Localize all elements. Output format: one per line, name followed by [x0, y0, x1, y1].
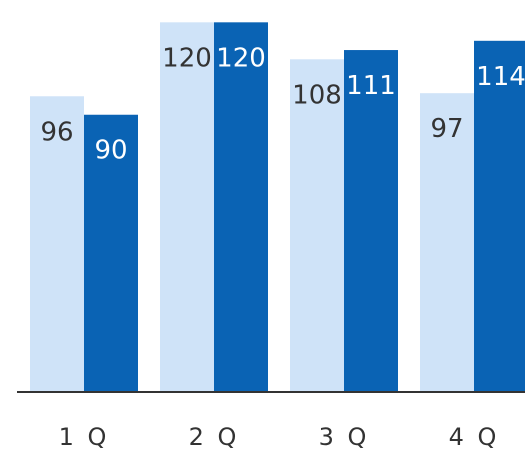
bar-4Q-series-2: [474, 40, 525, 392]
bar-3Q-series-1: [290, 59, 344, 393]
bar-1Q-series-2: [84, 114, 138, 392]
x-tick-label-2Q: 2 Q: [189, 423, 240, 451]
data-label-1Q-series-1: 96: [40, 117, 73, 147]
data-label-1Q-series-2: 90: [94, 136, 127, 166]
bar-4Q-series-1: [420, 93, 474, 392]
data-label-3Q-series-2: 111: [346, 71, 396, 101]
data-label-3Q-series-1: 108: [292, 80, 342, 110]
bar-1Q-series-1: [30, 96, 84, 393]
data-label-4Q-series-1: 97: [430, 114, 463, 144]
bar-labels-layer: 96 90 120 120 108 111 97 114: [40, 43, 525, 165]
x-tick-label-1Q: 1 Q: [59, 423, 110, 451]
x-tick-labels: 1 Q 2 Q 3 Q 4 Q: [59, 423, 500, 451]
bar-2Q-series-1: [160, 22, 214, 393]
bar-3Q-series-2: [344, 50, 398, 392]
data-label-4Q-series-2: 114: [476, 62, 525, 92]
bars-layer: [30, 22, 525, 393]
data-label-2Q-series-1: 120: [162, 43, 212, 73]
data-label-2Q-series-2: 120: [216, 43, 266, 73]
x-tick-label-3Q: 3 Q: [319, 423, 370, 451]
bar-2Q-series-2: [214, 22, 268, 393]
x-tick-label-4Q: 4 Q: [449, 423, 500, 451]
